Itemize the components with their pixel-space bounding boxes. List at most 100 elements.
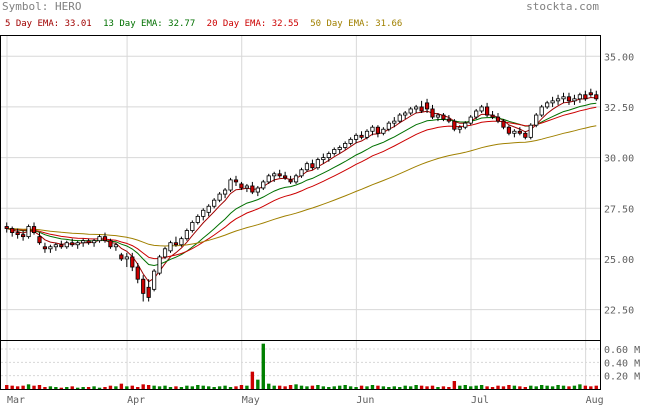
candle-body [141,278,146,294]
candle-layer [4,88,599,302]
candle-body [594,94,599,100]
volume-bar [152,385,156,389]
volume-bar [550,386,555,389]
candle-body [561,96,566,100]
candle-body [31,226,37,233]
candle [386,121,391,132]
candle-body [48,246,53,250]
candle [206,204,211,217]
volume-bar [452,381,457,389]
candle [485,102,490,118]
candle-body [577,94,582,100]
symbol-label: Symbol: HERO [2,0,82,13]
candle [310,159,315,170]
candle-body [173,242,179,246]
price-tick-label: 30.00 [604,154,634,165]
volume-bar [185,385,189,389]
volume-bar [97,387,102,389]
volume-bar [245,385,249,389]
candle-body [370,126,375,132]
volume-bar [267,383,271,389]
candle [375,125,381,138]
volume-bar [501,386,506,389]
volume-bar [174,386,178,389]
candle-body [21,234,26,238]
candle [124,252,129,268]
volume-bar [86,387,91,389]
volume-bar [70,386,74,389]
candle [364,129,370,140]
volume-bar [179,387,184,389]
candle-body [550,100,555,104]
price-tick-label: 27.50 [604,204,634,215]
volume-bar [228,387,233,389]
volume-bar [578,384,582,389]
volume-bar [463,385,467,389]
volume-bar [408,386,413,389]
candle-body [59,244,64,248]
price-tick-label: 22.50 [604,306,634,317]
candle [304,161,310,172]
candle-body [70,242,75,246]
candle [212,198,217,209]
candle [277,169,282,178]
candle [457,125,462,134]
volume-bar [321,386,326,389]
volume-bar [545,385,549,389]
candle-body [124,256,129,260]
candle [517,127,522,136]
candle-body [463,122,468,128]
volume-bar [212,387,216,389]
volume-bar [54,387,58,389]
candle-body [304,163,310,171]
candle [419,100,424,114]
site-label[interactable]: stockta.com [526,0,599,13]
candle [414,104,419,114]
candle [315,157,320,170]
candle-body [261,181,266,189]
candle-body [424,102,430,110]
candle-body [228,179,233,191]
volume-bar [425,386,429,389]
candle-body [64,242,69,248]
candle-body [108,240,113,248]
candle-body [86,240,91,244]
candle [293,173,299,184]
candle [550,96,555,107]
candle-body [4,226,9,229]
candle-body [266,175,271,183]
month-label: May [242,395,260,406]
candle-body [81,240,86,244]
candle-body [283,175,288,179]
volume-bar [589,386,593,389]
candle-body [113,244,118,248]
candle-body [233,179,239,183]
candle-body [217,193,222,201]
candle [64,240,69,249]
candle-body [359,134,364,138]
volume-bar [223,385,227,389]
candle [424,98,430,114]
candle [463,121,468,130]
volume-bar [114,386,118,389]
candle-body [545,102,550,108]
candle-body [337,147,342,150]
volume-bar [370,385,375,389]
ema-legend: 5 Day EMA: 33.01 13 Day EMA: 32.77 20 Da… [5,19,408,29]
volume-bar [239,385,244,389]
candle-body [75,242,80,246]
candle-body [168,242,173,252]
candle-body [130,256,135,268]
volume-panel-frame [0,340,601,390]
volume-tick-label: 0.60 M [604,345,640,356]
candle-body [375,126,381,134]
volume-bar [288,385,293,389]
volume-bar [10,385,14,389]
candle-body [119,254,124,260]
candle [157,254,162,276]
volume-bar [359,385,364,389]
volume-bar [157,386,162,389]
candle [528,123,533,140]
volume-bar [327,387,331,389]
